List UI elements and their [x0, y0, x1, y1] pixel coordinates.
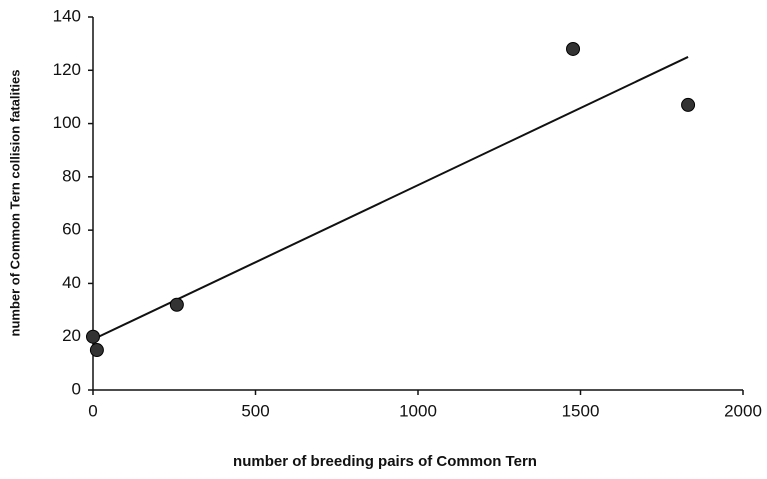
x-tick-label: 2000	[724, 401, 762, 420]
x-axis-label: number of breeding pairs of Common Tern	[233, 453, 537, 470]
x-tick-label: 0	[88, 401, 97, 420]
x-tick-label: 1500	[562, 401, 600, 420]
y-tick-label: 20	[62, 326, 81, 345]
x-tick-label: 1000	[399, 401, 437, 420]
data-point	[681, 97, 696, 112]
data-point	[169, 297, 184, 312]
trend-line	[92, 56, 689, 341]
y-tick-label: 100	[53, 113, 81, 132]
y-tick-label: 140	[53, 6, 81, 25]
data-point	[86, 329, 100, 344]
y-tick-label: 120	[53, 60, 81, 79]
y-axis-label: number of Common Tern collision fataliti…	[7, 69, 22, 336]
x-tick-label: 500	[241, 401, 269, 420]
y-tick-label: 80	[62, 166, 81, 185]
data-point	[89, 343, 104, 358]
y-tick-label: 0	[72, 379, 81, 398]
y-tick-label: 60	[62, 220, 81, 239]
y-tick-label: 40	[62, 273, 81, 292]
data-point	[566, 41, 581, 56]
